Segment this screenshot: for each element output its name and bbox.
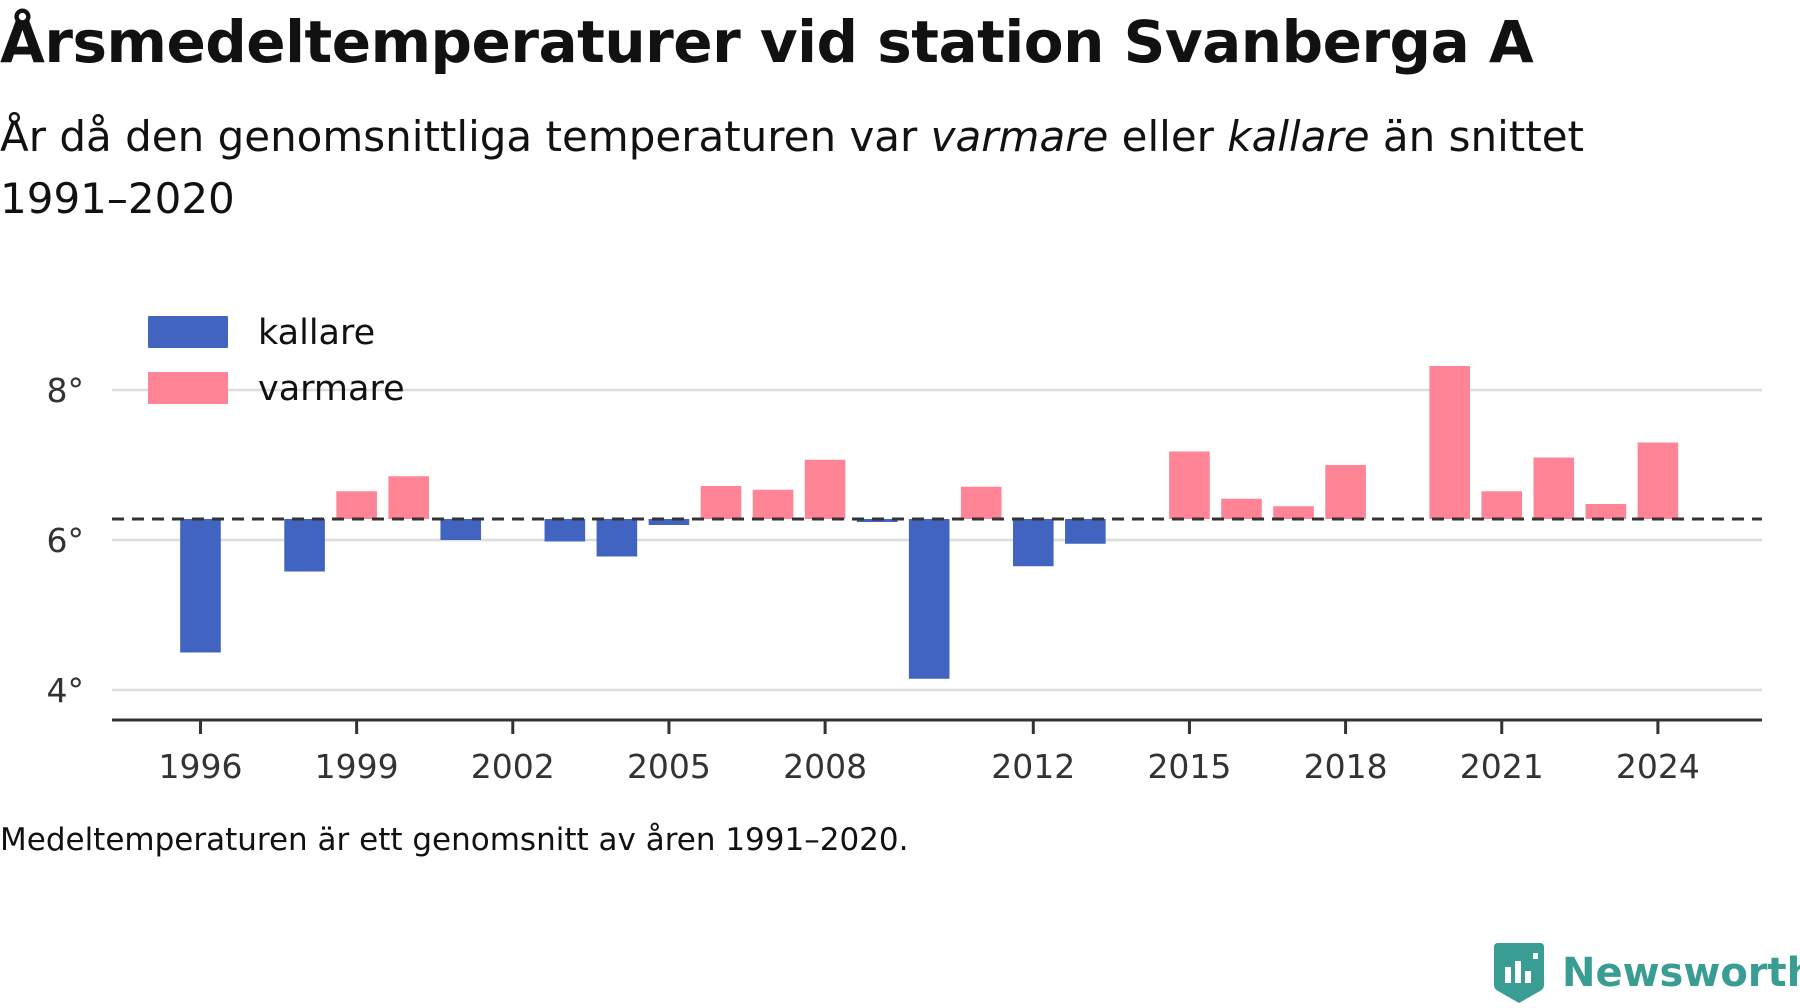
bar-colder (1065, 519, 1106, 544)
y-tick-label: 4° (47, 671, 85, 710)
x-tick-label: 1996 (158, 747, 242, 786)
bar-chart: 4° 6° 8° 1996 1999 2002 2005 2008 2012 2015 2018 2… (47, 313, 1762, 786)
legend-swatch-warmer (148, 372, 228, 404)
bar-warmer (1221, 498, 1262, 519)
bar-warmer (336, 491, 377, 519)
subtitle-text: År då den genomsnittliga temperaturen va… (0, 112, 931, 161)
bar-warmer (1273, 506, 1314, 519)
x-tick-label: 2024 (1616, 747, 1700, 786)
subtitle-warmer-word: varmare (930, 112, 1109, 161)
subtitle-text: än snittet 1991–2020 (0, 112, 1585, 223)
bar-warmer (960, 486, 1002, 519)
chart-title: Årsmedeltemperaturer vid station Svanber… (0, 8, 1534, 76)
x-tick-label: 2015 (1147, 747, 1231, 786)
x-tick-label: 1999 (315, 747, 399, 786)
bar-colder (648, 519, 690, 525)
bar-colder (284, 519, 325, 572)
legend-swatch-colder (148, 316, 228, 348)
bar-warmer (1325, 465, 1366, 519)
legend-label-warmer: varmare (258, 369, 405, 409)
bar-warmer (804, 459, 846, 519)
x-tick-label: 2005 (627, 747, 711, 786)
brand-logo: Newsworthy (1492, 938, 1800, 1008)
chart-subtitle: År då den genomsnittliga temperaturen va… (0, 106, 1700, 230)
legend: kallare varmare (148, 313, 405, 409)
bar-warmer (1637, 442, 1679, 519)
bars (180, 366, 1679, 679)
bar-warmer (752, 489, 794, 519)
bar-warmer (700, 486, 742, 519)
y-tick-label: 8° (47, 371, 85, 410)
bar-warmer (388, 476, 429, 519)
bar-colder (1012, 519, 1054, 567)
bar-colder (544, 519, 586, 542)
bar-colder (440, 519, 482, 540)
x-tick-label: 2002 (471, 747, 555, 786)
footnote: Medeltemperaturen är ett genomsnitt av å… (0, 822, 909, 858)
x-tick-label: 2021 (1460, 747, 1544, 786)
bar-warmer (1429, 366, 1470, 519)
y-axis-ticks: 4° 6° 8° (47, 371, 85, 710)
bar-warmer (1533, 457, 1575, 519)
bar-warmer (1169, 451, 1210, 519)
bar-colder (908, 519, 950, 679)
brand-name: Newsworthy (1562, 950, 1800, 996)
x-tick-label: 2008 (783, 747, 867, 786)
x-axis: 1996 1999 2002 2005 2008 2012 2015 2018 2021 2024 (112, 718, 1762, 786)
bar-warmer (1481, 491, 1523, 519)
bar-warmer (1585, 504, 1627, 519)
x-tick-label: 2012 (991, 747, 1075, 786)
bar-chart-badge-icon (1494, 943, 1544, 1003)
x-tick-label: 2018 (1304, 747, 1388, 786)
legend-label-colder: kallare (258, 313, 375, 353)
subtitle-colder-word: kallare (1227, 112, 1370, 161)
subtitle-text: eller (1108, 112, 1228, 161)
y-tick-label: 6° (47, 521, 85, 560)
bar-colder (180, 519, 221, 653)
bar-colder (596, 519, 638, 557)
